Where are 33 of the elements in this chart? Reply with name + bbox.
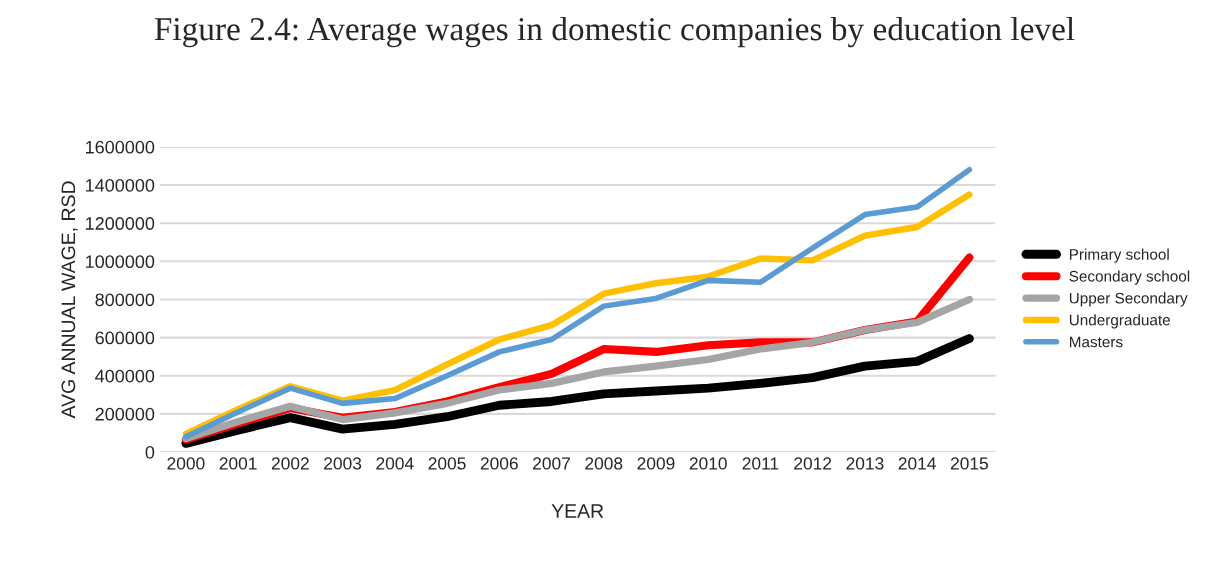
x-tick-label: 2007 [533,457,570,470]
legend-label: Secondary school [1069,270,1190,285]
x-tick-label: 2015 [950,457,988,470]
x-tick-label: 2013 [846,457,884,470]
legend-label: Upper Secondary [1069,292,1188,307]
y-tick-label: 1600000 [86,140,155,154]
y-tick-label: 800000 [95,293,155,307]
x-tick-label: 2000 [167,457,205,470]
y-tick-label: 600000 [95,331,155,345]
x-tick-label: 2003 [324,457,362,470]
y-tick-label: 200000 [95,407,155,421]
x-tick-label: 2001 [219,457,257,470]
legend-label: Undergraduate [1069,314,1170,329]
x-tick-label: 2011 [742,457,779,470]
legend-label: Masters [1069,336,1123,348]
x-tick-label: 2008 [585,457,623,470]
x-tick-label: 2006 [480,457,518,470]
x-tick-label: 2010 [689,457,727,470]
y-axis-title: AVG ANNUAL WAGE, RSD [61,181,78,419]
x-tick-label: 2004 [376,457,414,470]
y-tick-label: 1400000 [86,178,155,192]
y-tick-label: 1200000 [86,217,155,230]
chart-title: Figure 2.4: Average wages in domestic companies by education level [154,16,1075,48]
legend-label: Primary school [1069,248,1169,263]
y-tick-label: 1000000 [86,255,155,269]
y-tick-label: 0 [145,445,155,459]
x-tick-label: 2012 [794,457,832,470]
x-tick-label: 2002 [271,457,309,470]
x-tick-label: 2005 [428,457,466,470]
x-axis-title: YEAR [551,504,604,518]
x-tick-label: 2009 [637,457,675,470]
y-tick-label: 400000 [95,369,155,383]
x-tick-label: 2014 [898,457,936,470]
